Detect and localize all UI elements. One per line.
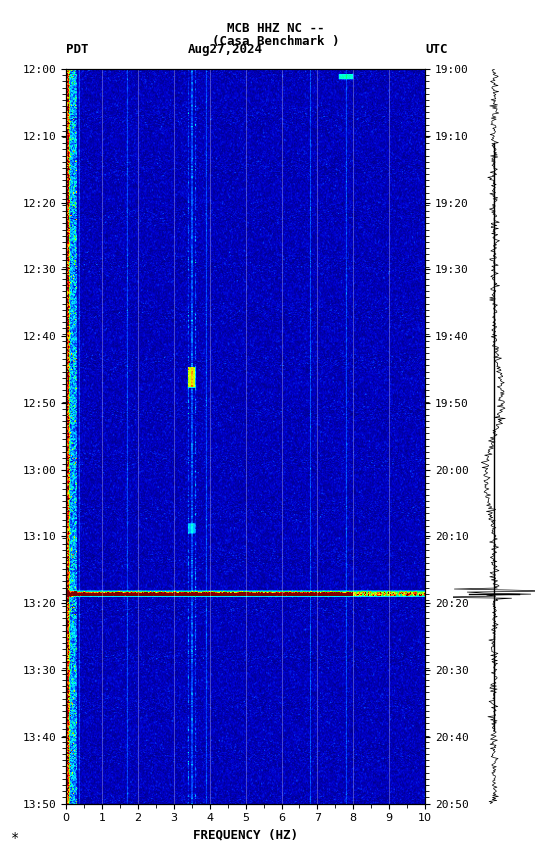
Text: MCB HHZ NC --: MCB HHZ NC -- xyxy=(227,22,325,35)
Text: UTC: UTC xyxy=(425,43,448,56)
Text: PDT: PDT xyxy=(66,43,89,56)
Text: (Casa Benchmark ): (Casa Benchmark ) xyxy=(213,35,339,48)
X-axis label: FREQUENCY (HZ): FREQUENCY (HZ) xyxy=(193,829,298,842)
Text: Aug27,2024: Aug27,2024 xyxy=(188,43,263,56)
Text: *: * xyxy=(11,831,19,845)
